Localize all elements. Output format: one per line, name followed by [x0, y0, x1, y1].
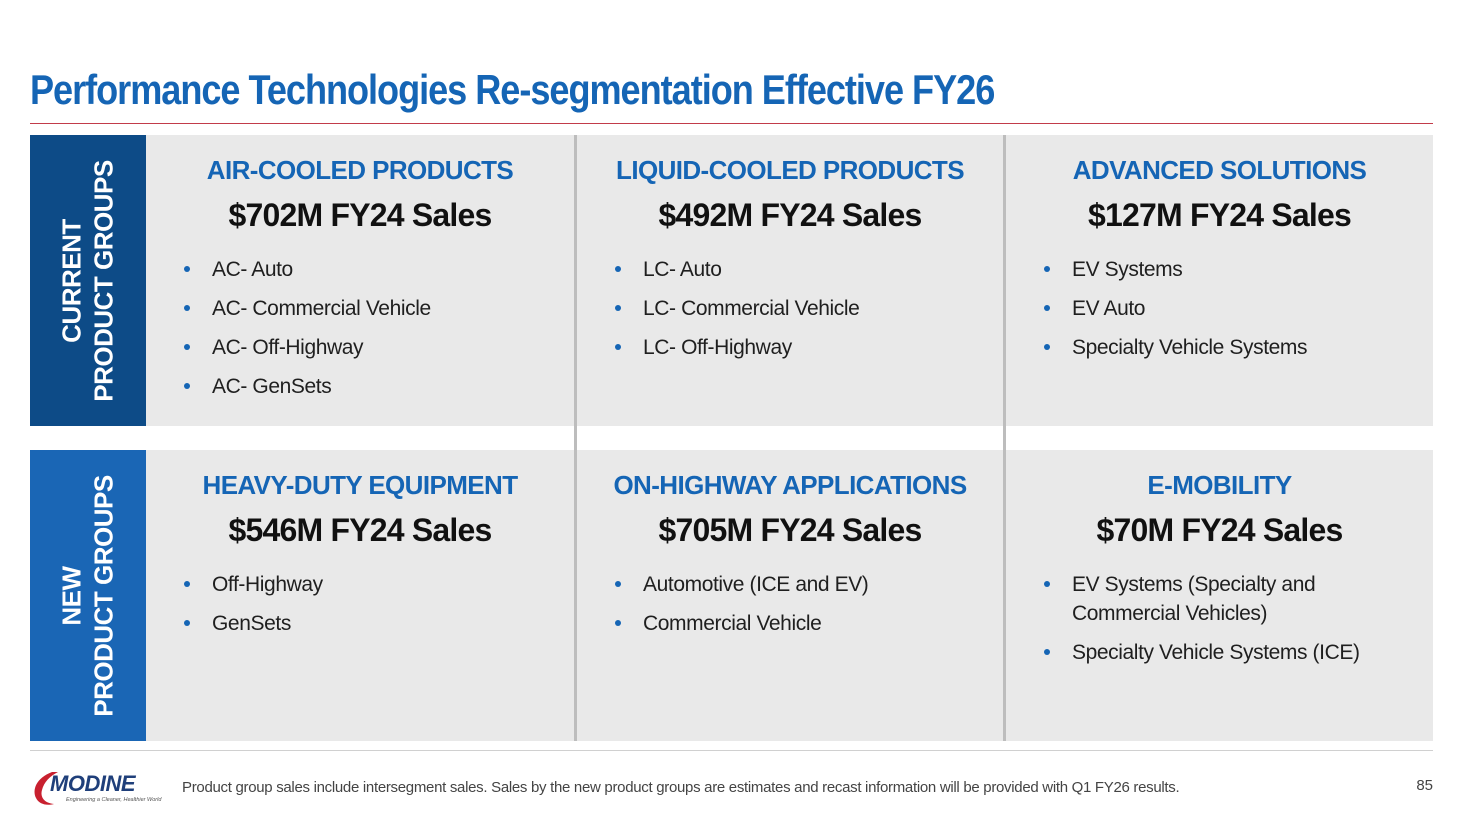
list-item: AC- GenSets — [184, 372, 554, 401]
bullet-icon — [184, 266, 190, 272]
list-item-text: LC- Off-Highway — [643, 336, 792, 359]
list-item: Commercial Vehicle — [615, 609, 983, 638]
new-label-line2: PRODUCT GROUPS — [89, 474, 119, 717]
list-item-text: Specialty Vehicle Systems — [1072, 336, 1308, 359]
column-divider-2 — [1003, 135, 1006, 741]
cell-title: E-MOBILITY — [1147, 470, 1292, 500]
bullet-icon — [615, 305, 621, 311]
new-cell-heavy-duty: HEAVY-DUTY EQUIPMENT $546M FY24 Sales Of… — [146, 450, 574, 741]
list-item: GenSets — [184, 609, 554, 638]
new-cell-on-highway: ON-HIGHWAY APPLICATIONS $705M FY24 Sales… — [577, 450, 1003, 741]
bullet-icon — [615, 344, 621, 350]
cell-item-list: Automotive (ICE and EV) Commercial Vehic… — [615, 570, 983, 648]
list-item-text: LC- Auto — [643, 258, 722, 281]
bullet-icon — [1044, 581, 1050, 587]
cell-sales: $492M FY24 Sales — [658, 197, 923, 233]
cell-sales: $705M FY24 Sales — [658, 512, 923, 548]
list-item-text: Automotive (ICE and EV) — [643, 573, 869, 596]
list-item: Specialty Vehicle Systems — [1044, 333, 1413, 362]
list-item: LC- Auto — [615, 255, 983, 284]
list-item-text: EV Auto — [1072, 297, 1146, 320]
bullet-icon — [184, 305, 190, 311]
logo-swoosh-icon — [34, 772, 58, 805]
list-item-text: Commercial Vehicle — [643, 612, 822, 635]
current-cell-air-cooled: AIR-COOLED PRODUCTS $702M FY24 Sales AC-… — [146, 135, 574, 426]
bullet-icon — [615, 266, 621, 272]
cell-item-list: LC- Auto LC- Commercial Vehicle LC- Off-… — [615, 255, 983, 372]
bullet-icon — [184, 344, 190, 350]
list-item-text: EV Systems — [1072, 258, 1183, 281]
list-item: Specialty Vehicle Systems (ICE) — [1044, 638, 1413, 667]
list-item-text: EV Systems (Specialty and Commercial Veh… — [1072, 573, 1316, 625]
page-number: 85 — [1416, 777, 1433, 794]
cell-title: ON-HIGHWAY APPLICATIONS — [613, 470, 967, 500]
list-item-text: GenSets — [212, 612, 291, 635]
cell-item-list: EV Systems EV Auto Specialty Vehicle Sys… — [1044, 255, 1413, 372]
bullet-icon — [1044, 649, 1050, 655]
list-item: Automotive (ICE and EV) — [615, 570, 983, 599]
cell-sales: $702M FY24 Sales — [228, 197, 493, 233]
current-label-line1: CURRENT — [57, 218, 87, 343]
cell-title: AIR-COOLED PRODUCTS — [206, 155, 514, 185]
list-item: EV Systems — [1044, 255, 1413, 284]
list-item-text: Off-Highway — [212, 573, 323, 596]
cell-item-list: AC- Auto AC- Commercial Vehicle AC- Off-… — [184, 255, 554, 411]
bullet-icon — [184, 383, 190, 389]
list-item: AC- Commercial Vehicle — [184, 294, 554, 323]
list-item-text: AC- Auto — [212, 258, 293, 281]
list-item-text: AC- Off-Highway — [212, 336, 364, 359]
list-item: EV Auto — [1044, 294, 1413, 323]
cell-sales: $127M FY24 Sales — [1088, 197, 1352, 233]
bullet-icon — [1044, 305, 1050, 311]
cell-item-list: Off-Highway GenSets — [184, 570, 554, 648]
bullet-icon — [615, 581, 621, 587]
current-product-groups-label: CURRENT PRODUCT GROUPS — [30, 135, 146, 426]
cell-title: ADVANCED SOLUTIONS — [1072, 155, 1367, 185]
new-product-groups-label: NEW PRODUCT GROUPS — [30, 450, 146, 741]
list-item: EV Systems (Specialty and Commercial Veh… — [1044, 570, 1413, 628]
cell-title: LIQUID-COOLED PRODUCTS — [616, 155, 965, 185]
list-item: AC- Off-Highway — [184, 333, 554, 362]
new-label-line1: NEW — [57, 565, 87, 626]
logo-tagline: Engineering a Cleaner, Healthier World — [66, 797, 162, 803]
cell-sales: $70M FY24 Sales — [1096, 512, 1344, 548]
list-item-text: Specialty Vehicle Systems (ICE) — [1072, 641, 1360, 664]
list-item: LC- Commercial Vehicle — [615, 294, 983, 323]
list-item: Off-Highway — [184, 570, 554, 599]
current-cell-liquid-cooled: LIQUID-COOLED PRODUCTS $492M FY24 Sales … — [577, 135, 1003, 426]
footer-divider — [30, 750, 1433, 751]
bullet-icon — [615, 620, 621, 626]
footnote: Product group sales include intersegment… — [182, 779, 1180, 796]
list-item-text: LC- Commercial Vehicle — [643, 297, 860, 320]
modine-logo: MODINE Engineering a Cleaner, Healthier … — [34, 771, 162, 805]
list-item: AC- Auto — [184, 255, 554, 284]
new-cell-e-mobility: E-MOBILITY $70M FY24 Sales EV Systems (S… — [1006, 450, 1433, 741]
logo-wordmark: MODINE — [50, 771, 137, 796]
bullet-icon — [1044, 266, 1050, 272]
bullet-icon — [184, 581, 190, 587]
list-item: LC- Off-Highway — [615, 333, 983, 362]
bullet-icon — [1044, 344, 1050, 350]
list-item-text: AC- Commercial Vehicle — [212, 297, 431, 320]
column-divider-1 — [574, 135, 577, 741]
title-divider — [30, 123, 1433, 124]
bullet-icon — [184, 620, 190, 626]
cell-item-list: EV Systems (Specialty and Commercial Veh… — [1044, 570, 1413, 677]
cell-title: HEAVY-DUTY EQUIPMENT — [202, 470, 519, 500]
current-cell-advanced-solutions: ADVANCED SOLUTIONS $127M FY24 Sales EV S… — [1006, 135, 1433, 426]
cell-sales: $546M FY24 Sales — [228, 512, 493, 548]
current-label-line2: PRODUCT GROUPS — [89, 159, 119, 402]
slide-title: Performance Technologies Re-segmentation… — [30, 66, 995, 113]
list-item-text: AC- GenSets — [212, 375, 332, 398]
